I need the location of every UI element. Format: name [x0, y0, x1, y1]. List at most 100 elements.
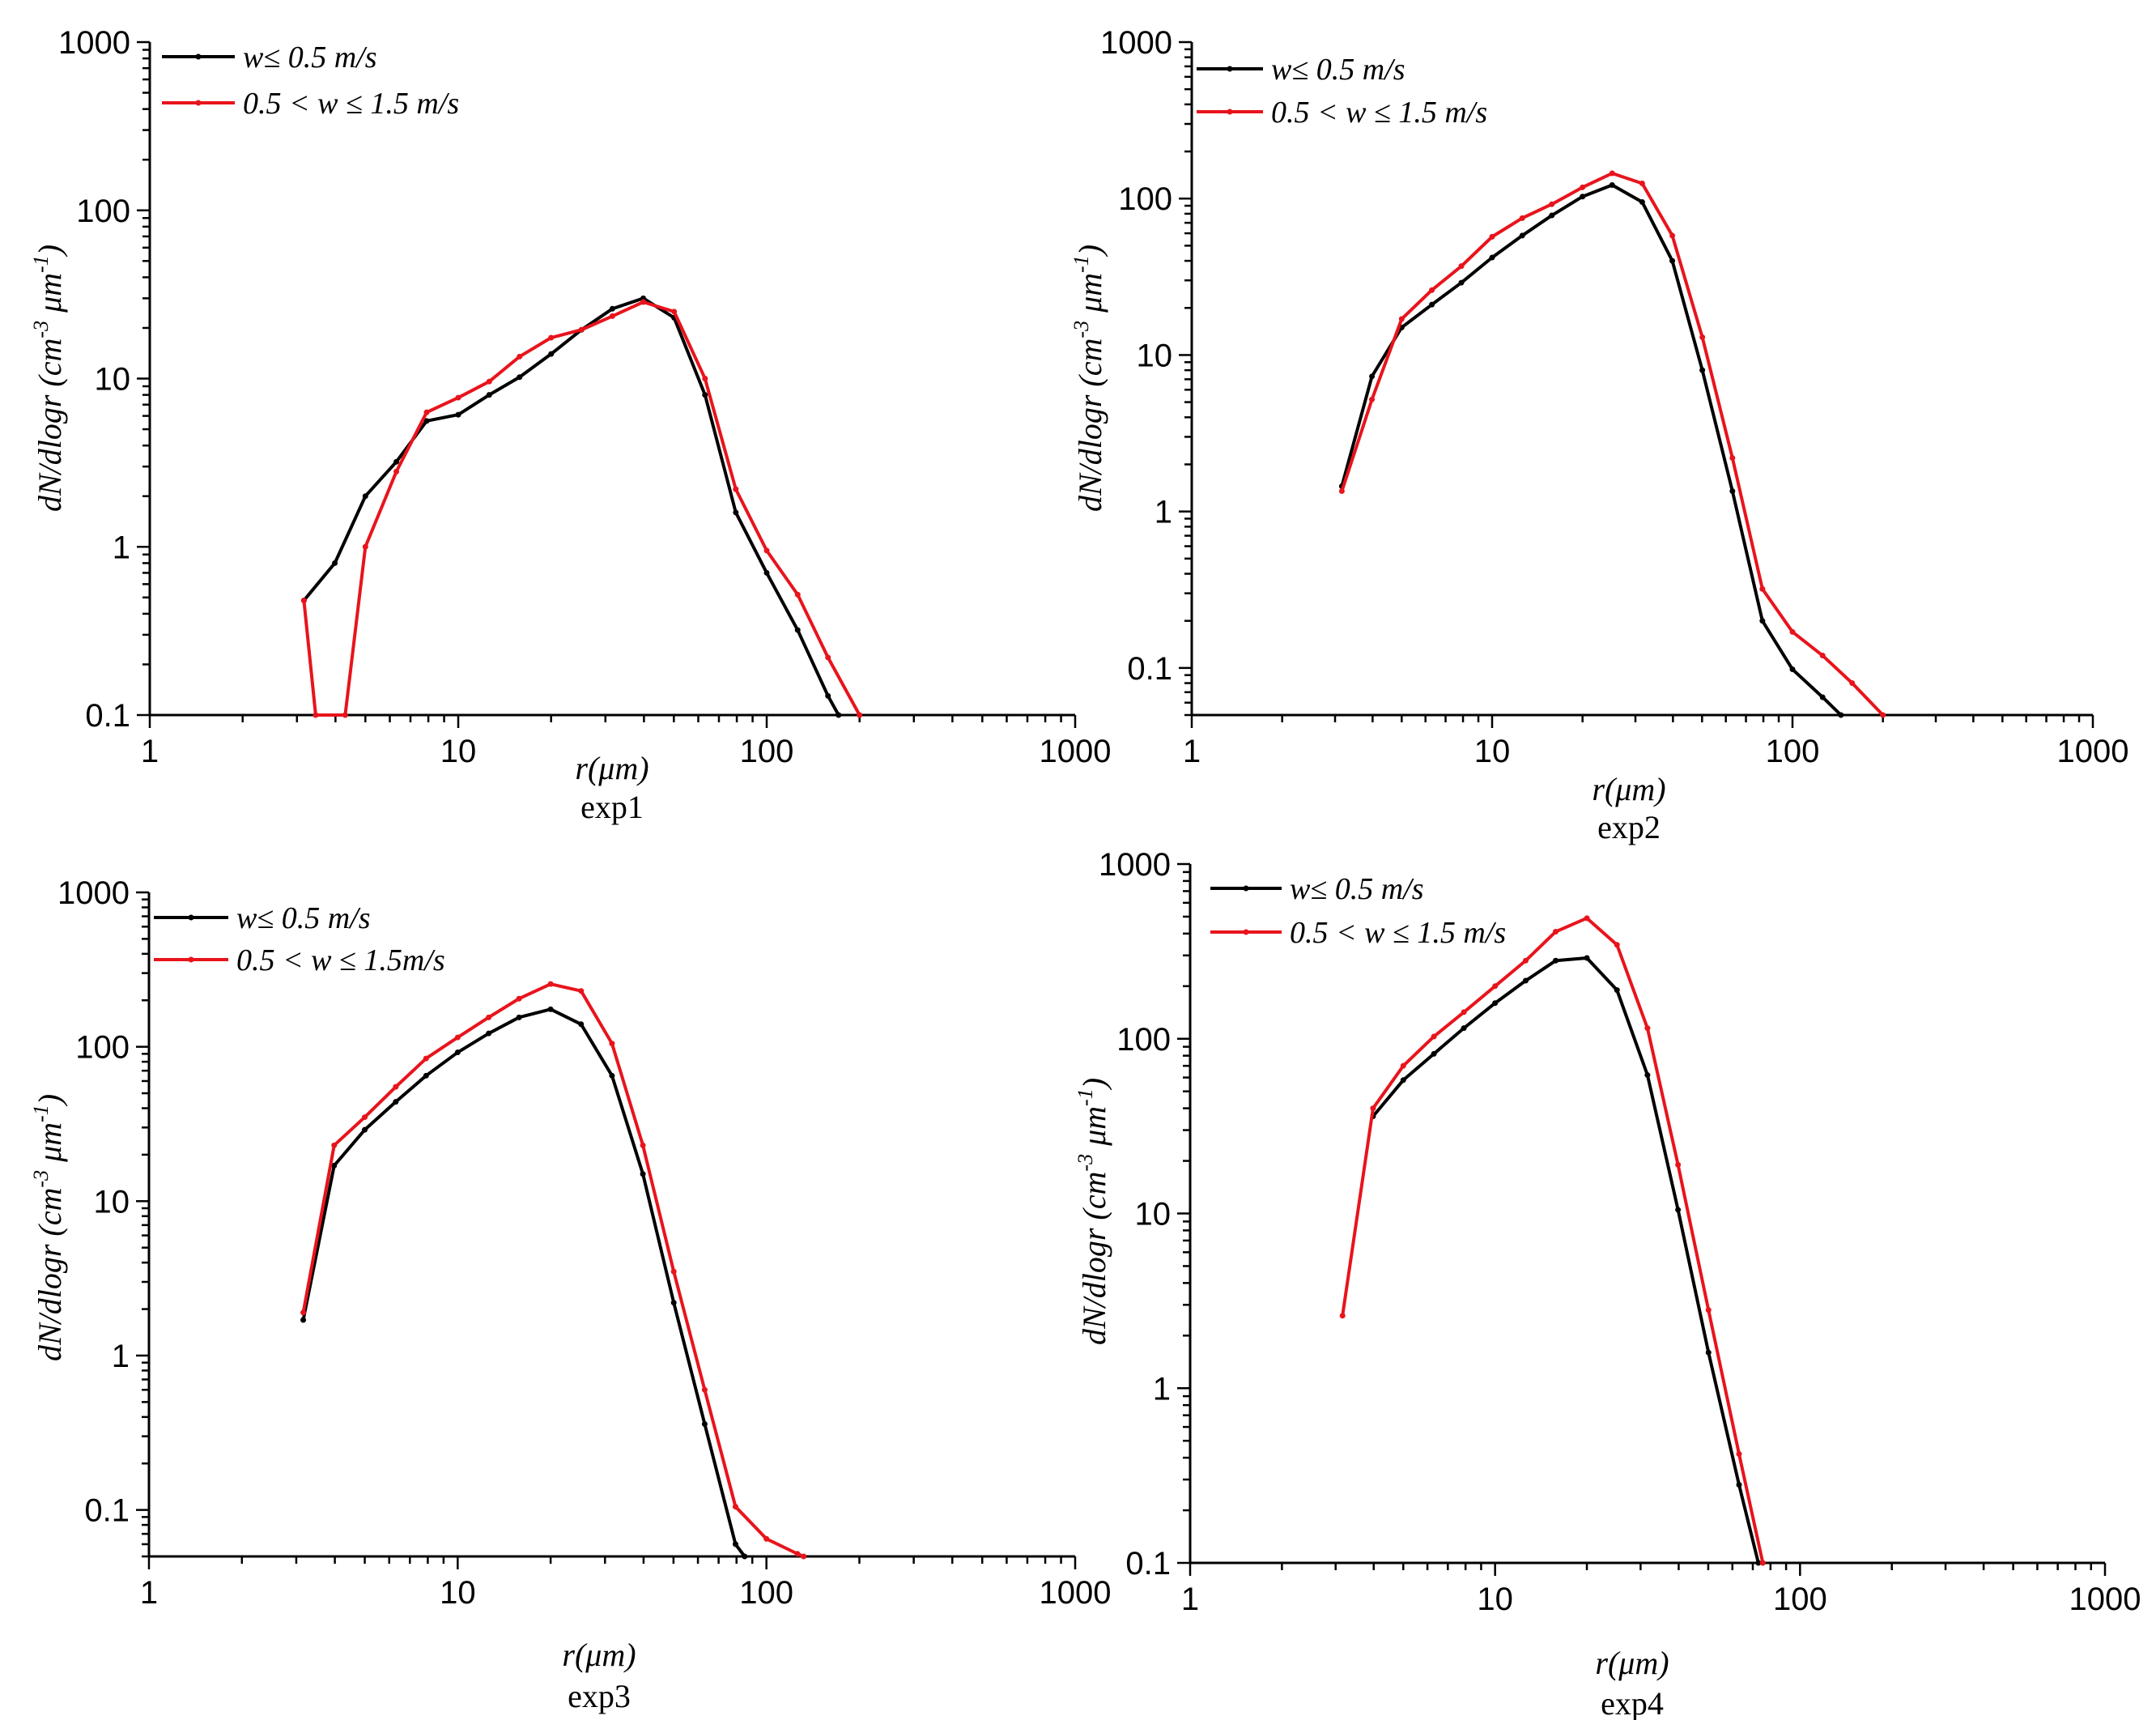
series-high-w [300, 981, 807, 1560]
y-axis-title-main: dN/dlogr [32, 1244, 68, 1361]
panel-exp4: 1 10 100 1000 0.1 1 10 100 1000 w≤ 0.5 m/s 0.5 < w… [1074, 847, 2141, 1720]
data-point [1400, 1062, 1406, 1069]
data-point [516, 1014, 522, 1020]
data-point [423, 1072, 429, 1079]
x-axis-title-unit: (μm) [575, 1637, 636, 1673]
data-point [1609, 182, 1615, 189]
data-point [1729, 454, 1736, 461]
data-point [1429, 287, 1435, 293]
data-point [1431, 1033, 1437, 1040]
y-axis-title: dN/dlogr (cm-3 μm-1) [1074, 1078, 1112, 1345]
data-point [763, 547, 770, 554]
data-point [1400, 1077, 1406, 1084]
panel-exp3: 1 10 100 1000 0.1 1 10 100 1000 w≤ 0.5 m/s 0.5 < w… [29, 875, 1111, 1714]
y-tick-label: 0.1 [1125, 1546, 1171, 1582]
data-point [1519, 215, 1525, 221]
x-axis-title-var: r [575, 750, 588, 786]
series-low-w [1370, 955, 1762, 1566]
legend-label: w≤ 0.5 m/s [236, 901, 371, 935]
series-line [302, 300, 861, 717]
data-point [733, 509, 739, 516]
data-point [825, 692, 831, 699]
data-point [670, 1268, 677, 1275]
data-point [1519, 232, 1525, 239]
data-point [1644, 1072, 1651, 1079]
y-tick-label: 100 [1118, 181, 1172, 217]
x-tick-label: 1000 [2069, 1582, 2141, 1617]
data-point [1669, 232, 1676, 239]
legend-marker [1243, 885, 1249, 892]
data-point [362, 1126, 368, 1133]
x-axis-title-var: r [562, 1637, 575, 1673]
legend-label: 0.5 < w ≤ 1.5 m/s [243, 87, 459, 121]
data-point [1370, 1105, 1376, 1112]
y-axis-title-unit: (cm [1076, 1172, 1112, 1220]
data-point [742, 1553, 748, 1560]
x-axis-title-unit: (μm) [1605, 771, 1666, 807]
x-axis-title-unit: (μm) [1608, 1645, 1669, 1681]
data-point [331, 1162, 338, 1169]
data-point [1669, 258, 1676, 264]
x-tick-label: 100 [1766, 734, 1820, 769]
data-point [1549, 212, 1555, 219]
x-axis-title: r(μm) [1592, 771, 1665, 807]
legend: w≤ 0.5 m/s 0.5 < w ≤ 1.5 m/s [1210, 872, 1506, 950]
series-line [1371, 956, 1760, 1564]
legend-label: w≤ 0.5 m/s [1271, 53, 1405, 87]
x-tick-label: 1 [141, 734, 159, 769]
data-point [1639, 199, 1645, 206]
data-point [1339, 1313, 1346, 1319]
y-tick-label: 0.1 [84, 1493, 130, 1529]
y-axis-title: dN/dlogr (cm-3 μm-1) [1069, 245, 1108, 512]
y-axis-title-main: dN/dlogr [1072, 394, 1108, 512]
data-point [1552, 957, 1559, 964]
panel-caption: exp3 [568, 1678, 631, 1714]
y-axis-title-main: dN/dlogr [32, 394, 68, 512]
x-tick-label: 1 [140, 1575, 158, 1611]
data-point [609, 305, 615, 312]
x-axis-title: r(μm) [575, 750, 649, 786]
y-axis-title-sep: μm [32, 273, 68, 321]
data-point [454, 1049, 461, 1056]
data-point [1736, 1482, 1742, 1488]
data-point [548, 334, 555, 341]
data-point [1838, 712, 1844, 718]
data-point [486, 1014, 492, 1020]
y-tick-label: 100 [76, 194, 130, 229]
data-point [763, 1535, 770, 1542]
data-point [1699, 367, 1706, 373]
x-tick-label: 10 [1474, 734, 1511, 769]
data-point [1461, 1025, 1467, 1032]
data-point [1614, 987, 1620, 994]
y-axis-title-close: ) [1072, 245, 1108, 257]
x-axis-title-var: r [1592, 771, 1605, 807]
data-point [640, 1171, 646, 1177]
data-point [1461, 1009, 1467, 1015]
series-line [1340, 183, 1843, 717]
data-point [1819, 653, 1826, 659]
y-tick-label: 10 [95, 362, 131, 398]
data-point [1338, 487, 1345, 494]
data-point [454, 1034, 461, 1041]
data-point [313, 712, 319, 718]
y-axis-title-exp: -3 [29, 321, 53, 338]
x-tick-label: 10 [440, 1575, 476, 1611]
data-point [1736, 1451, 1742, 1458]
data-point [640, 299, 647, 305]
y-axis-title-exp: -1 [29, 1105, 53, 1122]
data-point [1522, 977, 1529, 984]
series-high-w [1338, 170, 1886, 718]
x-tick-label: 10 [1477, 1582, 1513, 1617]
data-point [1492, 1000, 1499, 1007]
legend-marker [188, 914, 194, 921]
series-line [301, 1007, 746, 1558]
data-point [794, 591, 801, 598]
legend: w≤ 0.5 m/s 0.5 < w ≤ 1.5 m/s [1197, 53, 1487, 130]
data-point [1458, 279, 1465, 286]
y-tick-label: 100 [75, 1030, 130, 1066]
data-point [1609, 170, 1615, 177]
data-point [1580, 184, 1586, 190]
data-point [393, 468, 400, 475]
y-axis-title-close: ) [1076, 1078, 1112, 1090]
data-point [516, 995, 522, 1002]
